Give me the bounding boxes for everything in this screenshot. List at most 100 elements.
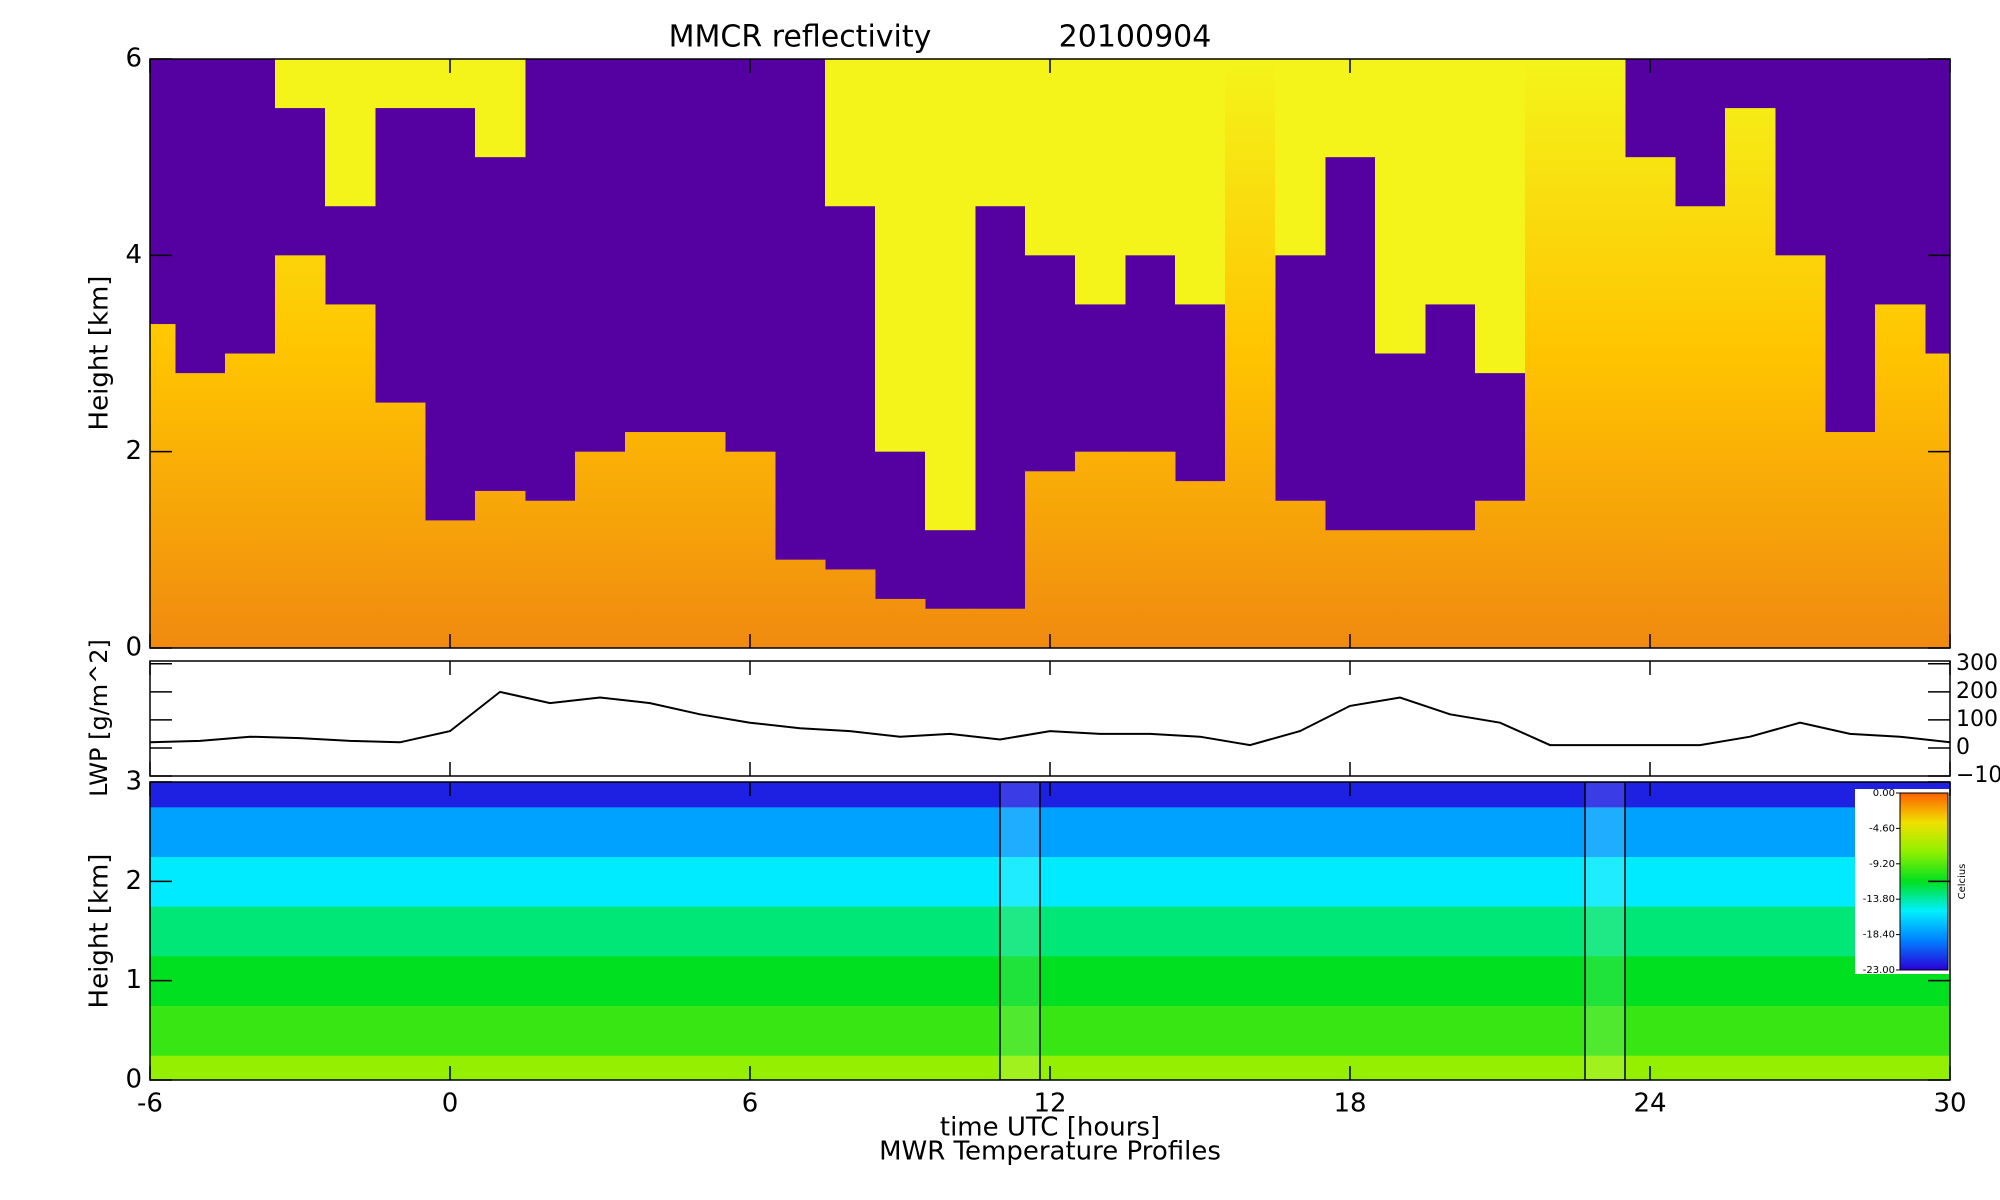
y-tick-label: 3 [125, 767, 142, 797]
echo-upper [1175, 59, 1226, 305]
y-tick-label: 300 [1956, 651, 1998, 676]
panel-frame [149, 660, 1951, 777]
echo-upper [1375, 59, 1426, 354]
x-tick-label: 30 [1933, 1089, 1966, 1119]
colorbar-tick-label: -18.40 [1863, 930, 1895, 941]
x-tick-label: 6 [742, 1089, 759, 1119]
x-tick-label: -6 [137, 1089, 163, 1119]
echo-low [1575, 59, 1626, 648]
echo-low [1825, 432, 1876, 648]
echo-low [925, 608, 976, 648]
x-tick-label: 18 [1333, 1089, 1366, 1119]
echo-upper [1075, 59, 1126, 305]
echo-low [725, 451, 776, 648]
echo-upper [1275, 59, 1326, 256]
echo-upper [1325, 59, 1376, 158]
panel-frame [149, 58, 1951, 649]
temperature-band [150, 906, 1950, 957]
echo-upper [925, 59, 976, 531]
temperature-band [150, 856, 1950, 907]
temperature-band [150, 955, 1950, 1006]
x-axis-label: time UTC [hours] [940, 1113, 1160, 1143]
y-tick-label: 100 [1956, 707, 1998, 732]
x-tick-label: 24 [1633, 1089, 1666, 1119]
axes: 0246−1001002003000.00-4.60-9.20-13.80-18… [125, 44, 2000, 1119]
echo-upper [375, 59, 426, 109]
colorbar-tick-label: 0.00 [1873, 788, 1895, 799]
y-tick-label: 4 [125, 240, 142, 270]
echo-upper [1425, 59, 1476, 305]
echo-low [425, 520, 476, 648]
y-tick-label: 0 [1956, 735, 1970, 760]
temperature-panel [150, 782, 1950, 1080]
echo-low [1925, 353, 1950, 648]
x-tick-label: 12 [1033, 1089, 1066, 1119]
colorbar-tick-label: -23.00 [1863, 965, 1895, 976]
reflectivity-panel [150, 59, 1950, 648]
echo-low [875, 598, 926, 648]
data-gap [999, 782, 1041, 1080]
echo-low [775, 559, 826, 648]
echo-low [1625, 157, 1676, 648]
temperature-band [150, 806, 1950, 857]
colorbar-tick-label: -4.60 [1869, 823, 1895, 834]
y-tick-label: 6 [125, 44, 142, 74]
echo-low [1775, 255, 1826, 648]
echo-low [1525, 59, 1576, 648]
echo-low [375, 402, 426, 648]
echo-low [1075, 451, 1126, 648]
y-tick-label: 0 [125, 633, 142, 663]
echo-upper [1475, 59, 1526, 374]
echo-upper [275, 59, 326, 109]
echo-low [1725, 108, 1776, 648]
y-tick-label: −10 [1956, 763, 2000, 788]
echo-low [275, 255, 326, 648]
x-tick-label: 0 [442, 1089, 459, 1119]
echo-low [1025, 471, 1076, 648]
echo-low [1675, 206, 1726, 648]
echo-low [1875, 304, 1926, 648]
echo-low [525, 500, 576, 648]
echo-upper [475, 59, 526, 158]
y-axis-label: LWP [g/m^2] [85, 639, 113, 797]
colorbar-tick-label: -9.20 [1869, 859, 1895, 870]
y-tick-label: 1 [125, 965, 142, 995]
echo-low [1375, 530, 1426, 648]
echo-low [475, 490, 526, 648]
echo-upper [975, 59, 1026, 207]
echo-low [975, 608, 1026, 648]
y-tick-label: 2 [125, 436, 142, 466]
echo-low [1225, 59, 1276, 648]
echo-low [1425, 530, 1476, 648]
echo-low [1125, 451, 1176, 648]
echo-low [675, 432, 726, 648]
y-tick-label: 200 [1956, 679, 1998, 704]
subtitle: MWR Temperature Profiles [879, 1137, 1221, 1167]
echo-upper [825, 59, 876, 207]
echo-upper [1125, 59, 1176, 256]
echo-low [325, 304, 376, 648]
lwp-line [149, 690, 1951, 747]
echo-upper [1025, 59, 1076, 256]
panel-frame [149, 781, 1951, 1081]
echo-low [825, 569, 876, 648]
echo-low [150, 324, 176, 648]
echo-low [1475, 500, 1526, 648]
echo-low [1325, 530, 1376, 648]
echo-low [175, 373, 226, 648]
chart-title: MMCR reflectivity [669, 20, 932, 55]
colorbar-tick-label: -13.80 [1863, 894, 1895, 905]
data-gap [1584, 782, 1626, 1080]
echo-low [1275, 500, 1326, 648]
echo-upper [325, 59, 376, 207]
echo-low [575, 451, 626, 648]
echo-low [1175, 481, 1226, 648]
y-axis-label: Height [km] [85, 854, 115, 1009]
echo-upper [875, 59, 926, 452]
chart-date: 20100904 [1059, 20, 1212, 55]
y-axis-label: Height [km] [85, 276, 115, 431]
echo-low [625, 432, 676, 648]
y-tick-label: 0 [125, 1065, 142, 1095]
temperature-band [150, 1005, 1950, 1056]
